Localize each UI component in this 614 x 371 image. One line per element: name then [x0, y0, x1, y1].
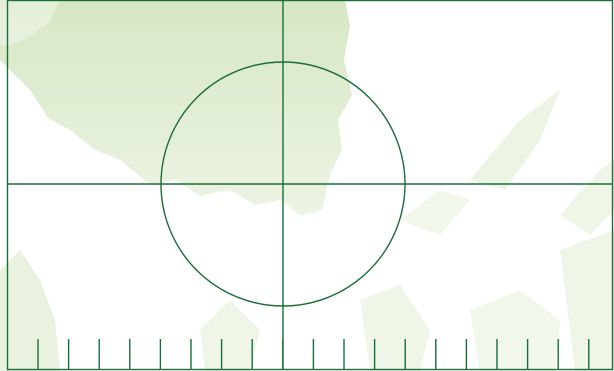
viewfinder-frame [6, 0, 614, 371]
focus-circle [160, 61, 406, 307]
leaf-mass [0, 0, 352, 215]
bottom-ruler [37, 339, 590, 369]
